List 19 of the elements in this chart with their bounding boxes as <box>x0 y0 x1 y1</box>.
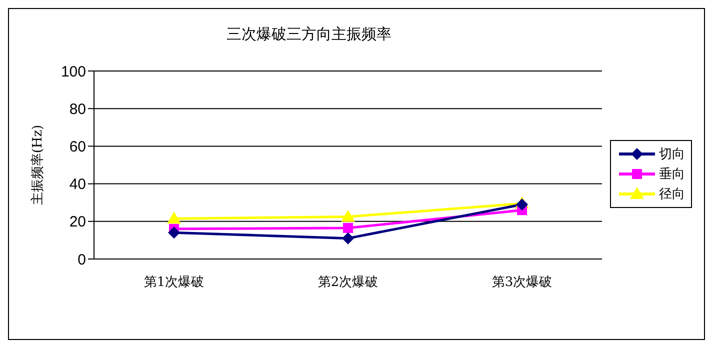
y-tick-label: 20 <box>69 214 86 231</box>
y-tick-label: 40 <box>69 176 86 194</box>
point <box>341 210 355 222</box>
chart-title: 三次爆破三方向主振频率 <box>226 25 392 44</box>
point <box>342 232 354 244</box>
point <box>168 226 180 239</box>
point <box>167 212 181 224</box>
legend-label: 垂向 <box>659 166 685 183</box>
y-tick-label: 100 <box>60 63 86 80</box>
y-axis-title: 主振频率(Hz) <box>30 124 46 206</box>
x-tick-label: 第3次爆破 <box>492 275 552 290</box>
y-tick-label: 80 <box>69 100 86 118</box>
legend-label: 径向 <box>659 186 685 203</box>
x-tick-label: 第1次爆破 <box>144 275 204 290</box>
x-tick-label: 第2次爆破 <box>318 275 378 290</box>
y-tick-label: 60 <box>69 138 86 156</box>
legend-label: 切向 <box>659 146 685 163</box>
y-tick-label: 0 <box>78 251 86 268</box>
point <box>343 222 353 233</box>
